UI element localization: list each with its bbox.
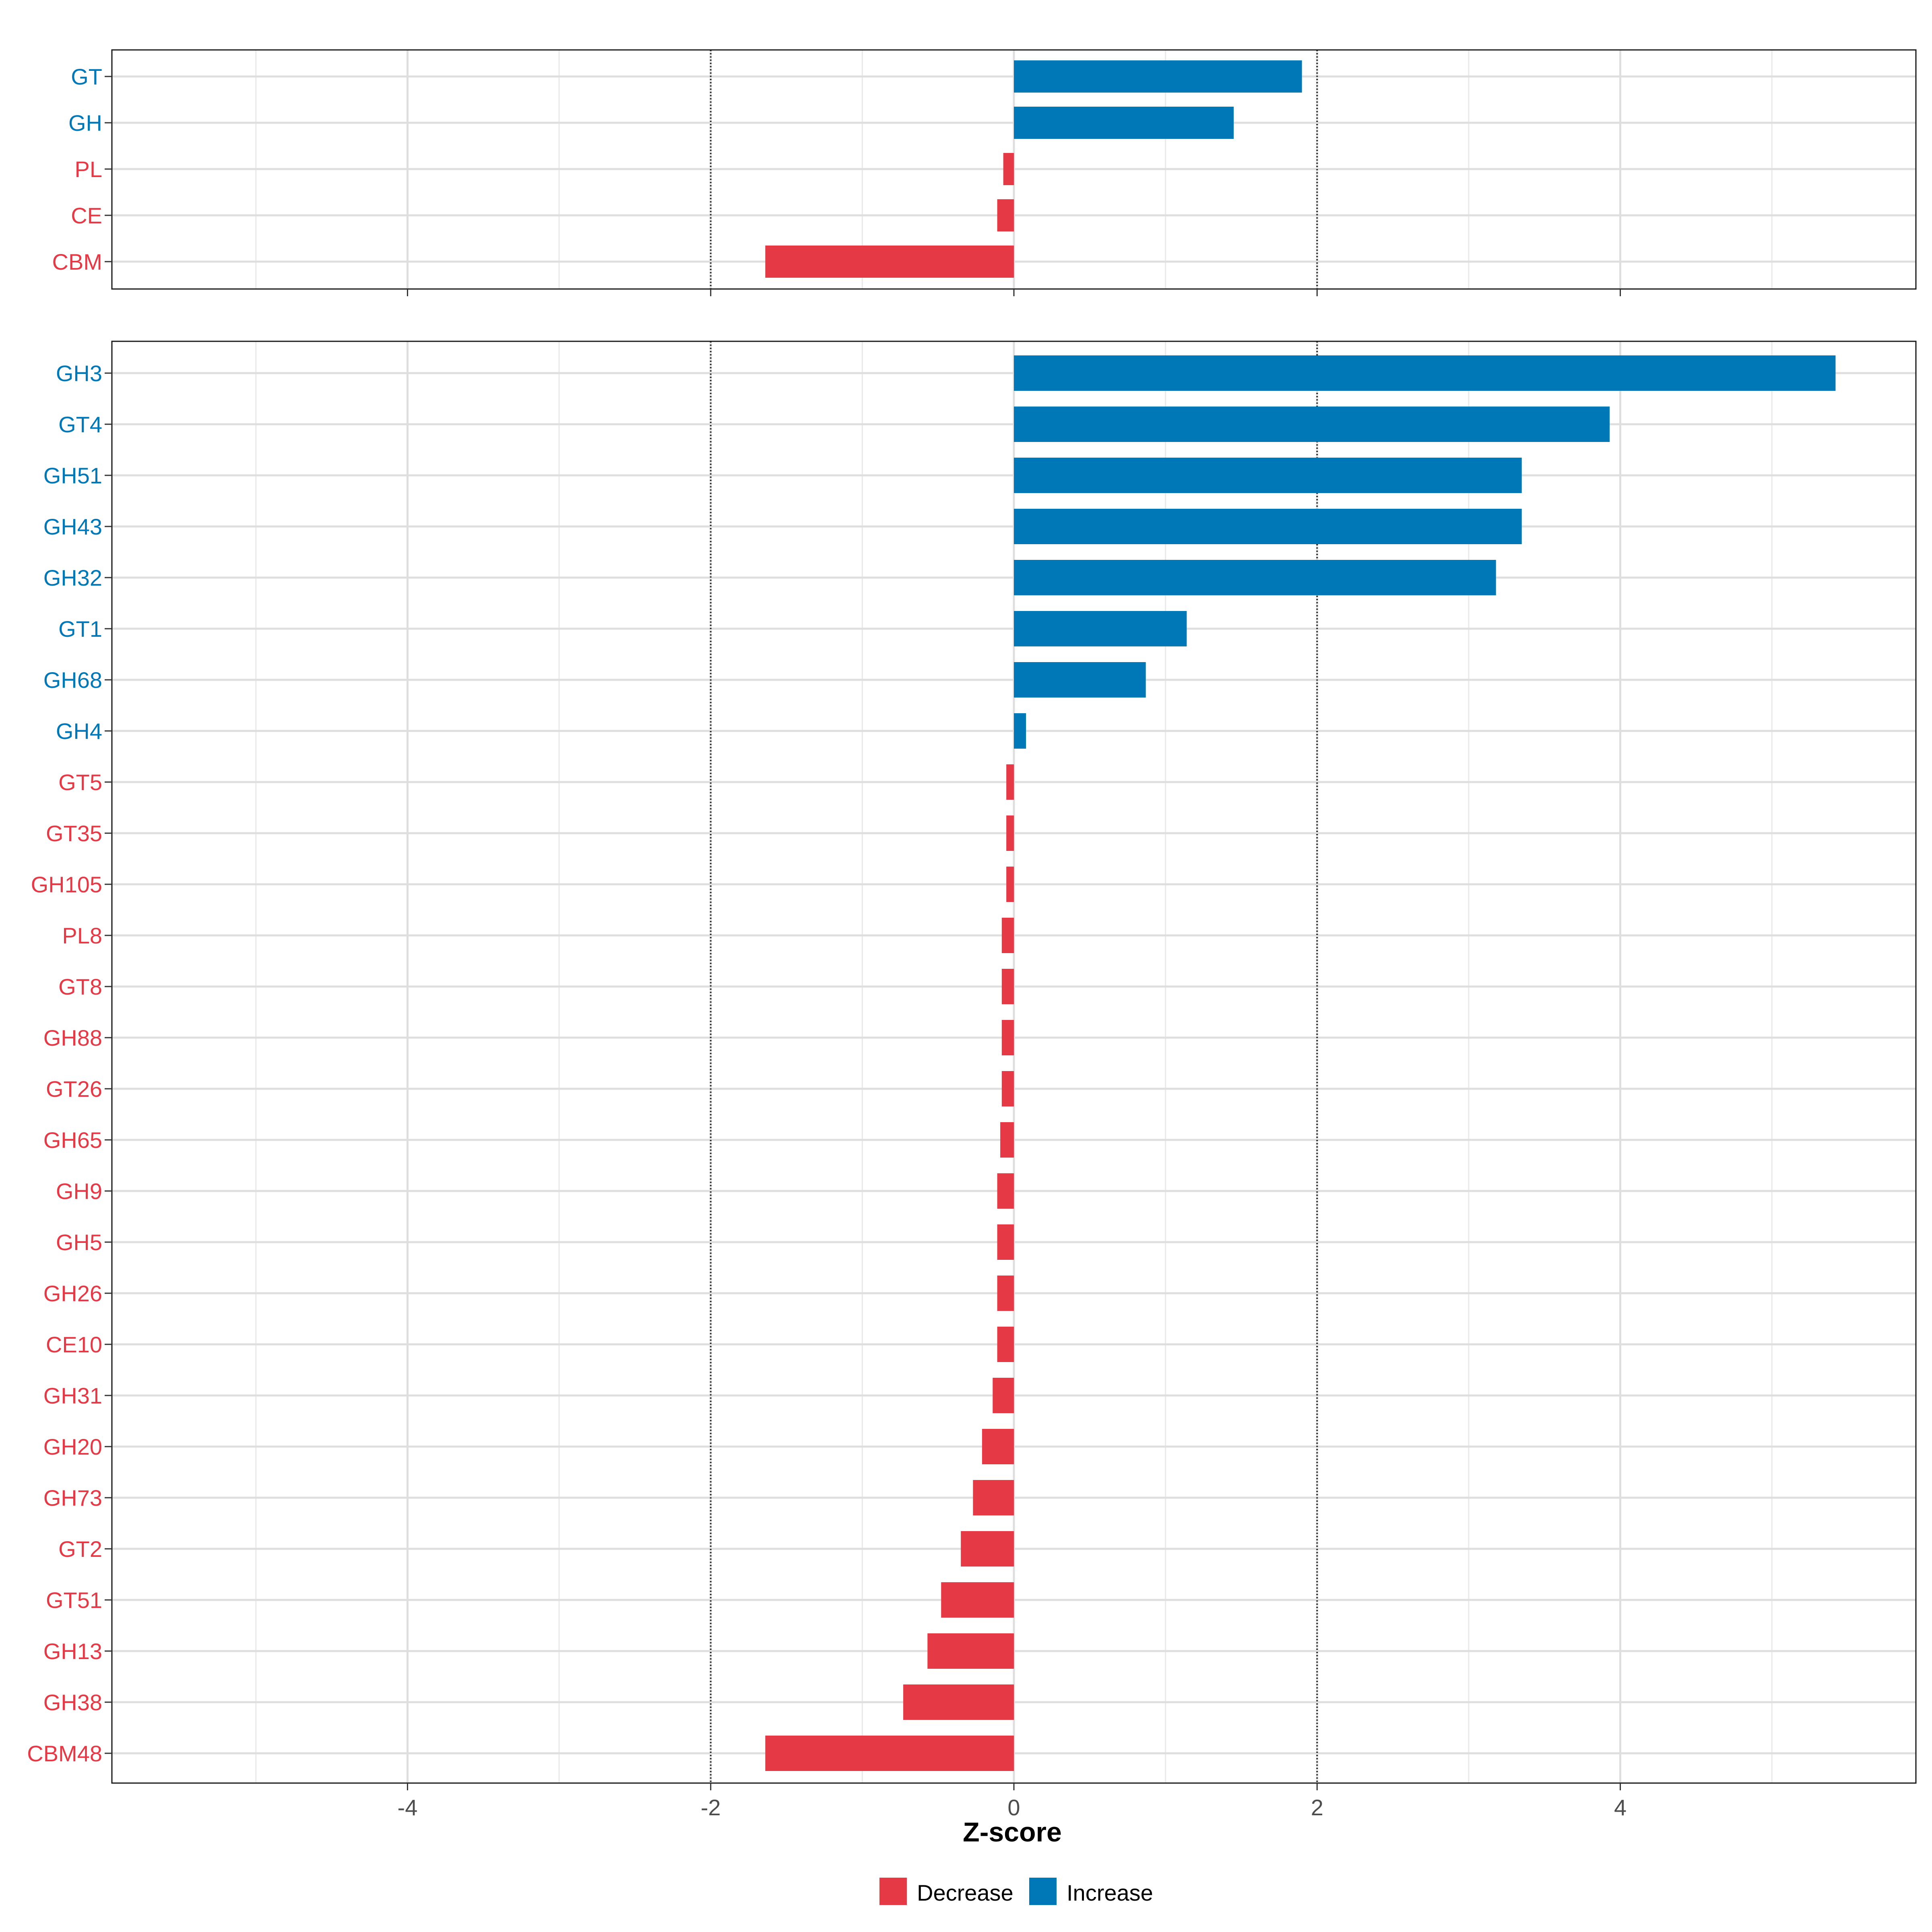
bar-gh3 xyxy=(1014,355,1836,391)
category-label-gh88: GH88 xyxy=(43,1025,102,1051)
category-label-gh43: GH43 xyxy=(43,514,102,539)
top-panel: GT GH PL CE CBM xyxy=(52,49,1917,296)
bar-gt1 xyxy=(1014,611,1187,646)
bar-gh51 xyxy=(1014,458,1522,493)
category-label-gt1: GT1 xyxy=(58,616,102,642)
bar-gt4 xyxy=(1014,407,1610,442)
category-label-gh9: GH9 xyxy=(56,1179,102,1204)
category-label-gt2: GT2 xyxy=(58,1536,102,1562)
category-label-gt4: GT4 xyxy=(58,412,102,437)
bar-gh73 xyxy=(973,1480,1014,1515)
bar-gh31 xyxy=(993,1378,1014,1413)
bar-gh68 xyxy=(1014,662,1146,698)
category-label-gh65: GH65 xyxy=(43,1127,102,1153)
bar-gh13 xyxy=(927,1633,1014,1669)
bar-gh26 xyxy=(997,1276,1014,1311)
category-label-pl8: PL8 xyxy=(62,923,102,948)
bar-gh65 xyxy=(1000,1122,1014,1158)
x-tick-label: 4 xyxy=(1614,1795,1627,1820)
bar-gh88 xyxy=(1001,1020,1014,1055)
bar-gh5 xyxy=(997,1224,1014,1260)
legend: Decrease Increase xyxy=(879,1878,1153,1905)
category-label-gh: GH xyxy=(68,110,102,136)
category-label-gt8: GT8 xyxy=(58,974,102,999)
category-label-gh32: GH32 xyxy=(43,565,102,590)
bar-cbm xyxy=(765,246,1014,278)
category-label-pl: PL xyxy=(75,157,103,182)
category-label-gh4: GH4 xyxy=(56,718,102,744)
category-label-gh68: GH68 xyxy=(43,667,102,693)
bar-gt51 xyxy=(941,1582,1014,1618)
legend-label-increase: Increase xyxy=(1067,1880,1153,1905)
bottom-panel: GH3 GT4 GH51 GH43 GH32 GT1 GH68 GH4 GT5 GT35 GH105… xyxy=(27,341,1917,1790)
bar-gt xyxy=(1014,60,1302,93)
bar-gt26 xyxy=(1001,1071,1014,1106)
bottom-panel-ticks xyxy=(105,372,1621,1790)
bar-gh32 xyxy=(1014,560,1496,595)
legend-label-decrease: Decrease xyxy=(917,1880,1013,1905)
category-label-ce10: CE10 xyxy=(46,1332,102,1357)
category-label-gt5: GT5 xyxy=(58,770,102,795)
category-label-gh5: GH5 xyxy=(56,1230,102,1255)
bar-gh38 xyxy=(903,1684,1014,1720)
category-label-gh38: GH38 xyxy=(43,1690,102,1715)
legend-swatch-decrease xyxy=(879,1878,907,1905)
category-label-ce: CE xyxy=(71,203,102,228)
top-panel-bars xyxy=(765,60,1302,278)
category-label-gt51: GT51 xyxy=(46,1587,102,1613)
category-label-gh73: GH73 xyxy=(43,1485,102,1511)
bar-gt2 xyxy=(961,1531,1014,1567)
bar-gh9 xyxy=(997,1173,1014,1209)
category-label-gh105: GH105 xyxy=(31,872,102,897)
top-panel-ticks xyxy=(105,76,1621,296)
bottom-panel-reference-lines xyxy=(710,341,1318,1783)
top-panel-category-labels: GT GH PL CE CBM xyxy=(52,64,102,275)
bottom-panel-bars xyxy=(765,355,1836,1771)
category-label-cbm: CBM xyxy=(52,249,102,275)
bar-gh20 xyxy=(982,1429,1014,1464)
x-axis-tick-labels: -4 -2 0 2 4 xyxy=(398,1795,1627,1820)
bar-ce xyxy=(997,199,1014,231)
legend-swatch-increase xyxy=(1029,1878,1057,1905)
category-label-gh13: GH13 xyxy=(43,1639,102,1664)
top-panel-reference-lines xyxy=(710,50,1318,289)
category-label-gt26: GT26 xyxy=(46,1076,102,1102)
category-label-gh3: GH3 xyxy=(56,361,102,386)
category-label-gh20: GH20 xyxy=(43,1434,102,1459)
bottom-panel-category-labels: GH3 GT4 GH51 GH43 GH32 GT1 GH68 GH4 GT5 GT35 GH105… xyxy=(27,361,102,1766)
bar-gt5 xyxy=(1006,764,1014,800)
bar-gh xyxy=(1014,107,1234,139)
x-tick-label: 2 xyxy=(1311,1795,1323,1820)
bar-gh43 xyxy=(1014,509,1522,544)
category-label-cbm48: CBM48 xyxy=(27,1741,102,1766)
bar-pl xyxy=(1003,153,1014,185)
bar-cbm48 xyxy=(765,1736,1014,1771)
category-label-gh26: GH26 xyxy=(43,1281,102,1306)
category-label-gt: GT xyxy=(71,64,102,89)
category-label-gh31: GH31 xyxy=(43,1383,102,1408)
bar-pl8 xyxy=(1001,918,1014,953)
bar-ce10 xyxy=(997,1327,1014,1362)
x-tick-label: 0 xyxy=(1007,1795,1020,1820)
category-label-gh51: GH51 xyxy=(43,463,102,488)
category-label-gt35: GT35 xyxy=(46,821,102,846)
bar-gt8 xyxy=(1001,969,1014,1004)
bar-gt35 xyxy=(1006,815,1014,851)
x-tick-label: -4 xyxy=(398,1795,418,1820)
x-axis-title: Z-score xyxy=(963,1817,1062,1847)
bar-gh4 xyxy=(1014,713,1026,749)
x-tick-label: -2 xyxy=(701,1795,721,1820)
bar-gh105 xyxy=(1006,867,1014,902)
